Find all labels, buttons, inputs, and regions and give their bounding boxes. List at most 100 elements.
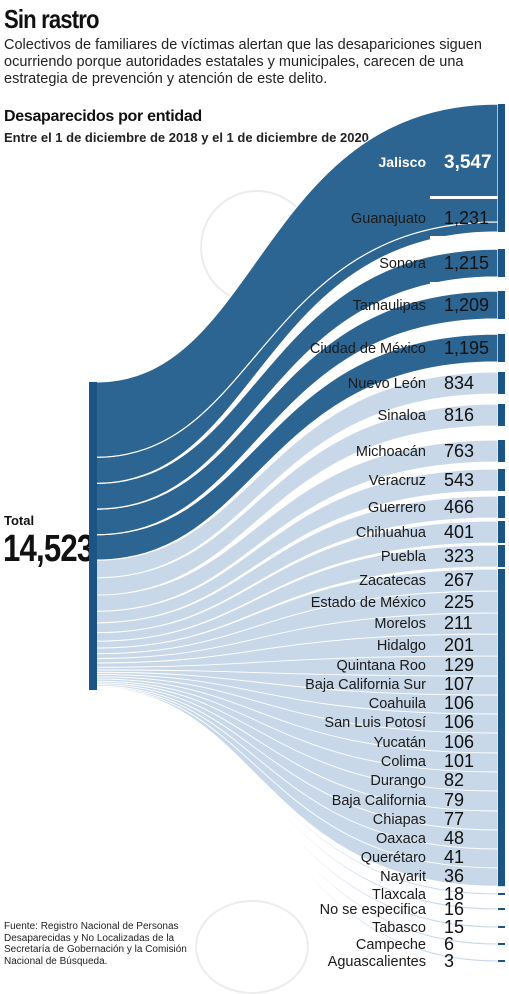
target-bar-11 [498, 545, 505, 567]
value-label-32: 3 [444, 951, 454, 971]
state-label-12: Zacatecas [359, 573, 426, 589]
target-bar-1 [498, 204, 505, 232]
flow-gap-1 [430, 236, 498, 239]
value-label-15: 201 [444, 635, 474, 655]
target-bar-29 [498, 908, 505, 910]
state-label-6: Sinaloa [378, 408, 427, 424]
target-bar-7 [498, 440, 505, 462]
value-label-11: 323 [444, 546, 474, 566]
chart-subtitle: Desaparecidos por entidad [4, 108, 202, 125]
target-bar-6 [498, 404, 505, 426]
target-bar-0 [498, 104, 505, 222]
target-bar-14 [498, 612, 505, 634]
total-label: Total [4, 513, 35, 528]
state-label-32: Aguascalientes [328, 954, 426, 970]
target-bar-9 [498, 496, 505, 518]
value-label-17: 107 [444, 674, 474, 694]
state-label-10: Chihuahua [356, 525, 427, 541]
value-label-5: 834 [444, 373, 474, 393]
state-label-9: Guerrero [368, 500, 426, 516]
state-label-1: Guanajuato [351, 211, 426, 227]
flow-gap-0 [430, 196, 498, 199]
state-label-13: Estado de México [311, 595, 426, 611]
state-label-0: Jalisco [379, 154, 426, 170]
target-bar-32 [498, 960, 505, 962]
state-label-5: Nuevo León [348, 376, 426, 392]
state-label-20: Yucatán [374, 735, 426, 751]
target-bar-21 [498, 750, 505, 772]
value-label-18: 106 [444, 693, 474, 713]
value-label-6: 816 [444, 405, 474, 425]
value-label-3: 1,209 [444, 295, 489, 315]
state-label-26: Querétaro [361, 850, 426, 866]
state-label-21: Colima [381, 754, 427, 770]
target-bar-30 [498, 926, 505, 928]
target-bar-5 [498, 372, 505, 394]
target-bar-31 [498, 943, 505, 945]
value-label-10: 401 [444, 522, 474, 542]
target-bar-20 [498, 731, 505, 753]
value-label-25: 48 [444, 828, 464, 848]
value-label-0: 3,547 [444, 152, 492, 173]
state-label-14: Morelos [374, 616, 426, 632]
value-label-13: 225 [444, 592, 474, 612]
value-label-7: 763 [444, 441, 474, 461]
state-label-30: Tabasco [372, 920, 426, 936]
date-range: Entre el 1 de diciembre de 2018 y el 1 d… [4, 130, 369, 145]
page-title: Sin rastro [4, 4, 100, 34]
page-description: Colectivos de familiares de víctimas ale… [4, 37, 482, 87]
target-bar-10 [498, 521, 505, 543]
value-label-20: 106 [444, 732, 474, 752]
state-label-18: Coahuila [369, 696, 427, 712]
state-label-17: Baja California Sur [305, 677, 426, 693]
state-label-2: Sonora [379, 256, 427, 272]
value-label-24: 77 [444, 809, 464, 829]
state-label-15: Hidalgo [377, 638, 426, 654]
target-bar-13 [498, 591, 505, 613]
target-bar-23 [498, 789, 505, 811]
value-label-31: 6 [444, 934, 454, 954]
target-bar-4 [498, 334, 505, 362]
state-label-31: Campeche [356, 937, 426, 953]
state-label-19: San Luis Potosí [324, 715, 426, 731]
target-bar-2 [498, 249, 505, 277]
state-label-24: Chiapas [373, 812, 426, 828]
state-label-3: Tamaulipas [353, 298, 426, 314]
flow-gap-2 [430, 282, 498, 285]
target-bar-8 [498, 469, 505, 491]
target-bar-19 [498, 711, 505, 733]
value-label-4: 1,195 [444, 338, 489, 358]
state-label-28: Tlaxcala [372, 887, 427, 903]
state-label-16: Quintana Roo [337, 658, 426, 674]
target-bar-24 [498, 808, 505, 830]
target-bar-16 [498, 654, 505, 676]
source-bar [89, 382, 97, 690]
state-label-7: Michoacán [356, 444, 426, 460]
target-bar-15 [498, 634, 505, 656]
value-label-16: 129 [444, 655, 474, 675]
target-bar-25 [498, 827, 505, 849]
target-bar-18 [498, 692, 505, 714]
value-label-28: 18 [444, 884, 464, 904]
value-label-30: 15 [444, 917, 464, 937]
target-bar-12 [498, 569, 505, 591]
state-label-29: No se especifica [320, 902, 427, 918]
target-bar-17 [498, 673, 505, 695]
value-label-19: 106 [444, 712, 474, 732]
value-label-9: 466 [444, 497, 474, 517]
value-label-22: 82 [444, 770, 464, 790]
state-label-8: Veracruz [369, 473, 426, 489]
target-bar-26 [498, 846, 505, 868]
value-label-21: 101 [444, 751, 474, 771]
value-label-8: 543 [444, 470, 474, 490]
target-bar-22 [498, 769, 505, 791]
state-label-22: Durango [370, 773, 426, 789]
source-note: Fuente: Registro Nacional de Personas De… [4, 921, 187, 967]
target-bar-28 [498, 893, 505, 895]
target-bar-3 [498, 291, 505, 319]
flow-gap-3 [430, 325, 498, 328]
state-label-23: Baja California [332, 793, 427, 809]
state-label-27: Nayarit [380, 869, 426, 885]
value-label-1: 1,231 [444, 208, 489, 228]
